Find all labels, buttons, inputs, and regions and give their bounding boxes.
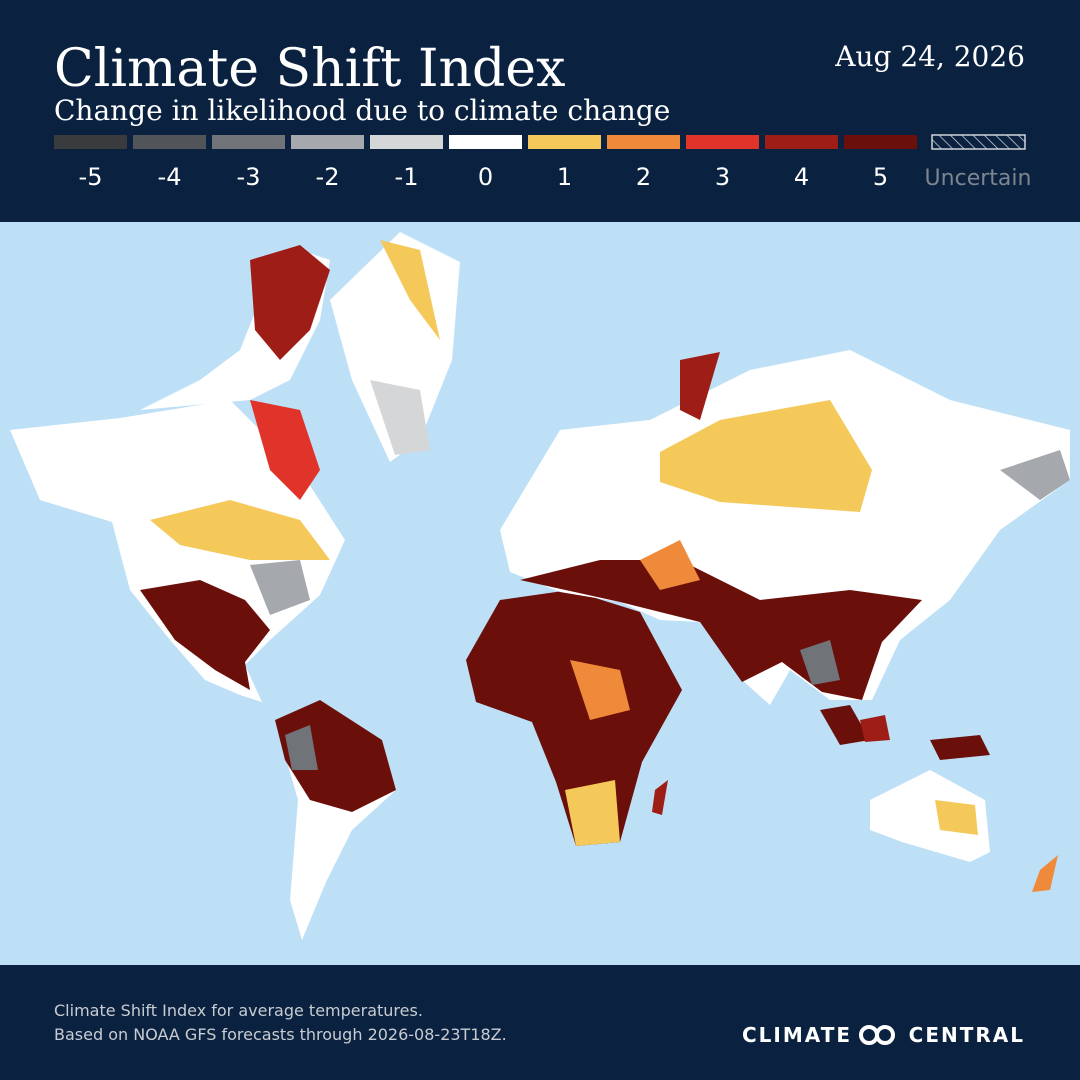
borneo xyxy=(860,715,890,742)
africa xyxy=(466,590,682,846)
caspian-warm xyxy=(640,540,700,590)
legend-label: 5 xyxy=(873,163,888,191)
australia-warm xyxy=(935,800,978,835)
logo: CLIMATE CENTRAL xyxy=(742,1023,1025,1047)
legend-label: -4 xyxy=(158,163,182,191)
footer-bg xyxy=(0,965,1080,1080)
footer-line: Based on NOAA GFS forecasts through 2026… xyxy=(54,1025,507,1044)
arctic-hot xyxy=(250,245,330,360)
scandinavia-hot xyxy=(680,352,720,420)
legend-label: 0 xyxy=(478,163,493,191)
legend-swatch-uncertain xyxy=(931,134,1026,150)
new-zealand xyxy=(1032,855,1058,892)
logo-text: CENTRAL xyxy=(909,1023,1025,1047)
legend-swatch xyxy=(607,135,680,149)
legend-label: -3 xyxy=(237,163,261,191)
legend-swatch xyxy=(844,135,917,149)
legend-swatch xyxy=(133,135,206,149)
us-cool xyxy=(250,560,310,615)
africa-warm xyxy=(570,660,630,720)
legend-label: 3 xyxy=(715,163,730,191)
greenland-warm xyxy=(380,240,440,340)
legend-label: -2 xyxy=(316,163,340,191)
hudson-hot xyxy=(250,400,320,500)
legend-swatch xyxy=(370,135,443,149)
legend: -5 -4 -3 -2 -1 0 1 2 3 4 5 Uncertain xyxy=(54,134,1032,191)
legend-label: -5 xyxy=(79,163,103,191)
indochina-cool xyxy=(800,640,840,685)
legend-label: 4 xyxy=(794,163,809,191)
date: Aug 24, 2026 xyxy=(834,40,1025,73)
mexico-hot xyxy=(140,580,270,690)
legend-swatch xyxy=(765,135,838,149)
subtitle: Change in likelihood due to climate chan… xyxy=(54,94,670,127)
logo-text: CLIMATE xyxy=(742,1023,852,1047)
legend-label: Uncertain xyxy=(925,166,1032,191)
logo-mark xyxy=(875,1025,895,1045)
legend-swatch xyxy=(291,135,364,149)
greenland-cool xyxy=(370,380,430,455)
russia-warm xyxy=(660,400,872,512)
legend-swatch xyxy=(686,135,759,149)
header-bg xyxy=(0,0,1080,222)
legend-swatch xyxy=(528,135,601,149)
footer-line: Climate Shift Index for average temperat… xyxy=(54,1001,423,1020)
title: Climate Shift Index xyxy=(54,39,565,99)
legend-label: 2 xyxy=(636,163,651,191)
map xyxy=(0,222,1080,965)
legend-swatch xyxy=(212,135,285,149)
legend-label: 1 xyxy=(557,163,572,191)
madagascar xyxy=(652,780,668,815)
legend-swatch xyxy=(449,135,522,149)
canada-warm xyxy=(150,500,330,560)
australia xyxy=(870,770,990,862)
eurasia xyxy=(500,350,1070,705)
south-africa xyxy=(565,780,620,846)
amazon-cool xyxy=(285,725,318,770)
indonesia xyxy=(820,705,870,745)
legend-swatch xyxy=(54,135,127,149)
kamchatka-cool xyxy=(1000,450,1070,500)
legend-label: -1 xyxy=(395,163,419,191)
new-guinea xyxy=(930,735,990,760)
